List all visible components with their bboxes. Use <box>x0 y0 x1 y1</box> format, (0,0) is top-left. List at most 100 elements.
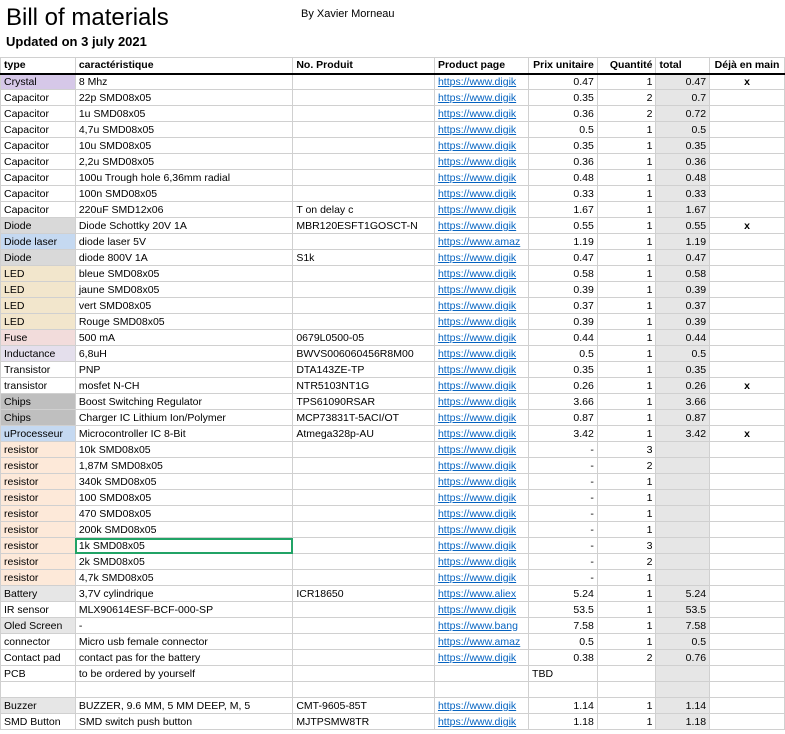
cell-blank[interactable] <box>1 682 76 698</box>
product-link[interactable]: https://www.digik <box>438 300 516 312</box>
cell-product-no[interactable]: S1k <box>293 250 435 266</box>
cell-product-no[interactable] <box>293 266 435 282</box>
cell-product-no[interactable]: 0679L0500-05 <box>293 330 435 346</box>
cell-total[interactable]: 5.24 <box>656 586 710 602</box>
col-type[interactable]: type <box>1 58 76 74</box>
product-link[interactable]: https://www.digik <box>438 188 516 200</box>
cell-characteristic[interactable]: Rouge SMD08x05 <box>75 314 292 330</box>
product-link[interactable]: https://www.digik <box>438 108 516 120</box>
cell-on-hand[interactable] <box>710 602 785 618</box>
cell-product-no[interactable]: BWVS006060456R8M00 <box>293 346 435 362</box>
table-row[interactable]: Capacitor10u SMD08x05https://www.digik0.… <box>1 138 785 154</box>
cell-characteristic[interactable]: 6,8uH <box>75 346 292 362</box>
cell-quantity[interactable]: 1 <box>597 362 656 378</box>
cell-product-page[interactable]: https://www.aliex <box>434 586 528 602</box>
cell-characteristic[interactable]: 200k SMD08x05 <box>75 522 292 538</box>
cell-quantity[interactable]: 1 <box>597 330 656 346</box>
cell-total[interactable]: 0.33 <box>656 186 710 202</box>
cell-unit-price[interactable]: 0.44 <box>529 330 598 346</box>
product-link[interactable]: https://www.digik <box>438 572 516 584</box>
cell-product-page[interactable]: https://www.digik <box>434 378 528 394</box>
product-link[interactable]: https://www.digik <box>438 460 516 472</box>
cell-product-no[interactable] <box>293 522 435 538</box>
cell-total[interactable]: 0.55 <box>656 218 710 234</box>
table-row[interactable]: connectorMicro usb female connectorhttps… <box>1 634 785 650</box>
cell-product-no[interactable] <box>293 474 435 490</box>
cell-unit-price[interactable]: 0.38 <box>529 650 598 666</box>
cell-unit-price[interactable]: 0.47 <box>529 74 598 90</box>
table-row[interactable]: Diodediode 800V 1AS1khttps://www.digik0.… <box>1 250 785 266</box>
cell-blank[interactable] <box>529 682 598 698</box>
cell-total[interactable]: 0.44 <box>656 330 710 346</box>
cell-product-no[interactable]: CMT-9605-85T <box>293 698 435 714</box>
cell-unit-price[interactable]: 7.58 <box>529 618 598 634</box>
cell-type[interactable]: resistor <box>1 506 76 522</box>
cell-quantity[interactable]: 2 <box>597 650 656 666</box>
cell-on-hand[interactable] <box>710 554 785 570</box>
table-row[interactable]: resistor1,87M SMD08x05https://www.digik-… <box>1 458 785 474</box>
cell-unit-price[interactable]: 1.19 <box>529 234 598 250</box>
cell-characteristic[interactable]: vert SMD08x05 <box>75 298 292 314</box>
cell-total[interactable]: 0.35 <box>656 138 710 154</box>
product-link[interactable]: https://www.digik <box>438 284 516 296</box>
cell-unit-price[interactable]: 0.36 <box>529 154 598 170</box>
cell-quantity[interactable]: 1 <box>597 394 656 410</box>
cell-quantity[interactable]: 1 <box>597 602 656 618</box>
cell-characteristic[interactable]: Boost Switching Regulator <box>75 394 292 410</box>
product-link[interactable]: https://www.digik <box>438 156 516 168</box>
cell-characteristic[interactable]: 2k SMD08x05 <box>75 554 292 570</box>
cell-on-hand[interactable] <box>710 202 785 218</box>
cell-on-hand[interactable] <box>710 666 785 682</box>
cell-total[interactable]: 0.87 <box>656 410 710 426</box>
cell-on-hand[interactable] <box>710 442 785 458</box>
cell-on-hand[interactable] <box>710 362 785 378</box>
cell-product-page[interactable]: https://www.digik <box>434 474 528 490</box>
cell-unit-price[interactable]: 0.5 <box>529 122 598 138</box>
cell-product-page[interactable]: https://www.digik <box>434 426 528 442</box>
cell-total[interactable]: 0.39 <box>656 282 710 298</box>
cell-product-no[interactable] <box>293 554 435 570</box>
cell-product-page[interactable]: https://www.digik <box>434 490 528 506</box>
cell-quantity[interactable]: 1 <box>597 570 656 586</box>
product-link[interactable]: https://www.amaz <box>438 236 520 248</box>
cell-product-page[interactable]: https://www.digik <box>434 554 528 570</box>
cell-product-page[interactable]: https://www.digik <box>434 282 528 298</box>
table-row[interactable]: ChipsCharger IC Lithium Ion/PolymerMCP73… <box>1 410 785 426</box>
cell-total[interactable] <box>656 570 710 586</box>
product-link[interactable]: https://www.digik <box>438 92 516 104</box>
cell-total[interactable] <box>656 490 710 506</box>
cell-type[interactable]: LED <box>1 282 76 298</box>
cell-on-hand[interactable] <box>710 522 785 538</box>
cell-type[interactable]: transistor <box>1 378 76 394</box>
cell-unit-price[interactable]: 3.42 <box>529 426 598 442</box>
cell-product-page[interactable]: https://www.bang <box>434 618 528 634</box>
cell-total[interactable]: 0.5 <box>656 122 710 138</box>
cell-on-hand[interactable] <box>710 586 785 602</box>
cell-product-no[interactable] <box>293 186 435 202</box>
cell-type[interactable]: Chips <box>1 394 76 410</box>
cell-on-hand[interactable] <box>710 170 785 186</box>
table-row[interactable]: Capacitor100n SMD08x05https://www.digik0… <box>1 186 785 202</box>
cell-unit-price[interactable]: - <box>529 554 598 570</box>
table-row[interactable]: ChipsBoost Switching RegulatorTPS61090RS… <box>1 394 785 410</box>
product-link[interactable]: https://www.digik <box>438 444 516 456</box>
table-row[interactable]: SMD ButtonSMD switch push buttonMJTPSMW8… <box>1 714 785 730</box>
cell-total[interactable]: 1.67 <box>656 202 710 218</box>
cell-on-hand[interactable]: x <box>710 378 785 394</box>
cell-on-hand[interactable]: x <box>710 218 785 234</box>
table-row[interactable]: Contact padcontact pas for the batteryht… <box>1 650 785 666</box>
cell-unit-price[interactable]: 0.26 <box>529 378 598 394</box>
table-row[interactable]: resistor200k SMD08x05https://www.digik-1 <box>1 522 785 538</box>
cell-unit-price[interactable]: 0.35 <box>529 138 598 154</box>
cell-type[interactable]: Diode <box>1 250 76 266</box>
cell-quantity[interactable]: 1 <box>597 346 656 362</box>
table-row[interactable]: Capacitor2,2u SMD08x05https://www.digik0… <box>1 154 785 170</box>
cell-unit-price[interactable]: 1.18 <box>529 714 598 730</box>
product-link[interactable]: https://www.digik <box>438 556 516 568</box>
product-link[interactable]: https://www.digik <box>438 380 516 392</box>
cell-on-hand[interactable] <box>710 330 785 346</box>
cell-characteristic[interactable]: 10u SMD08x05 <box>75 138 292 154</box>
cell-product-no[interactable] <box>293 138 435 154</box>
cell-blank[interactable] <box>293 682 435 698</box>
cell-characteristic[interactable]: 1u SMD08x05 <box>75 106 292 122</box>
